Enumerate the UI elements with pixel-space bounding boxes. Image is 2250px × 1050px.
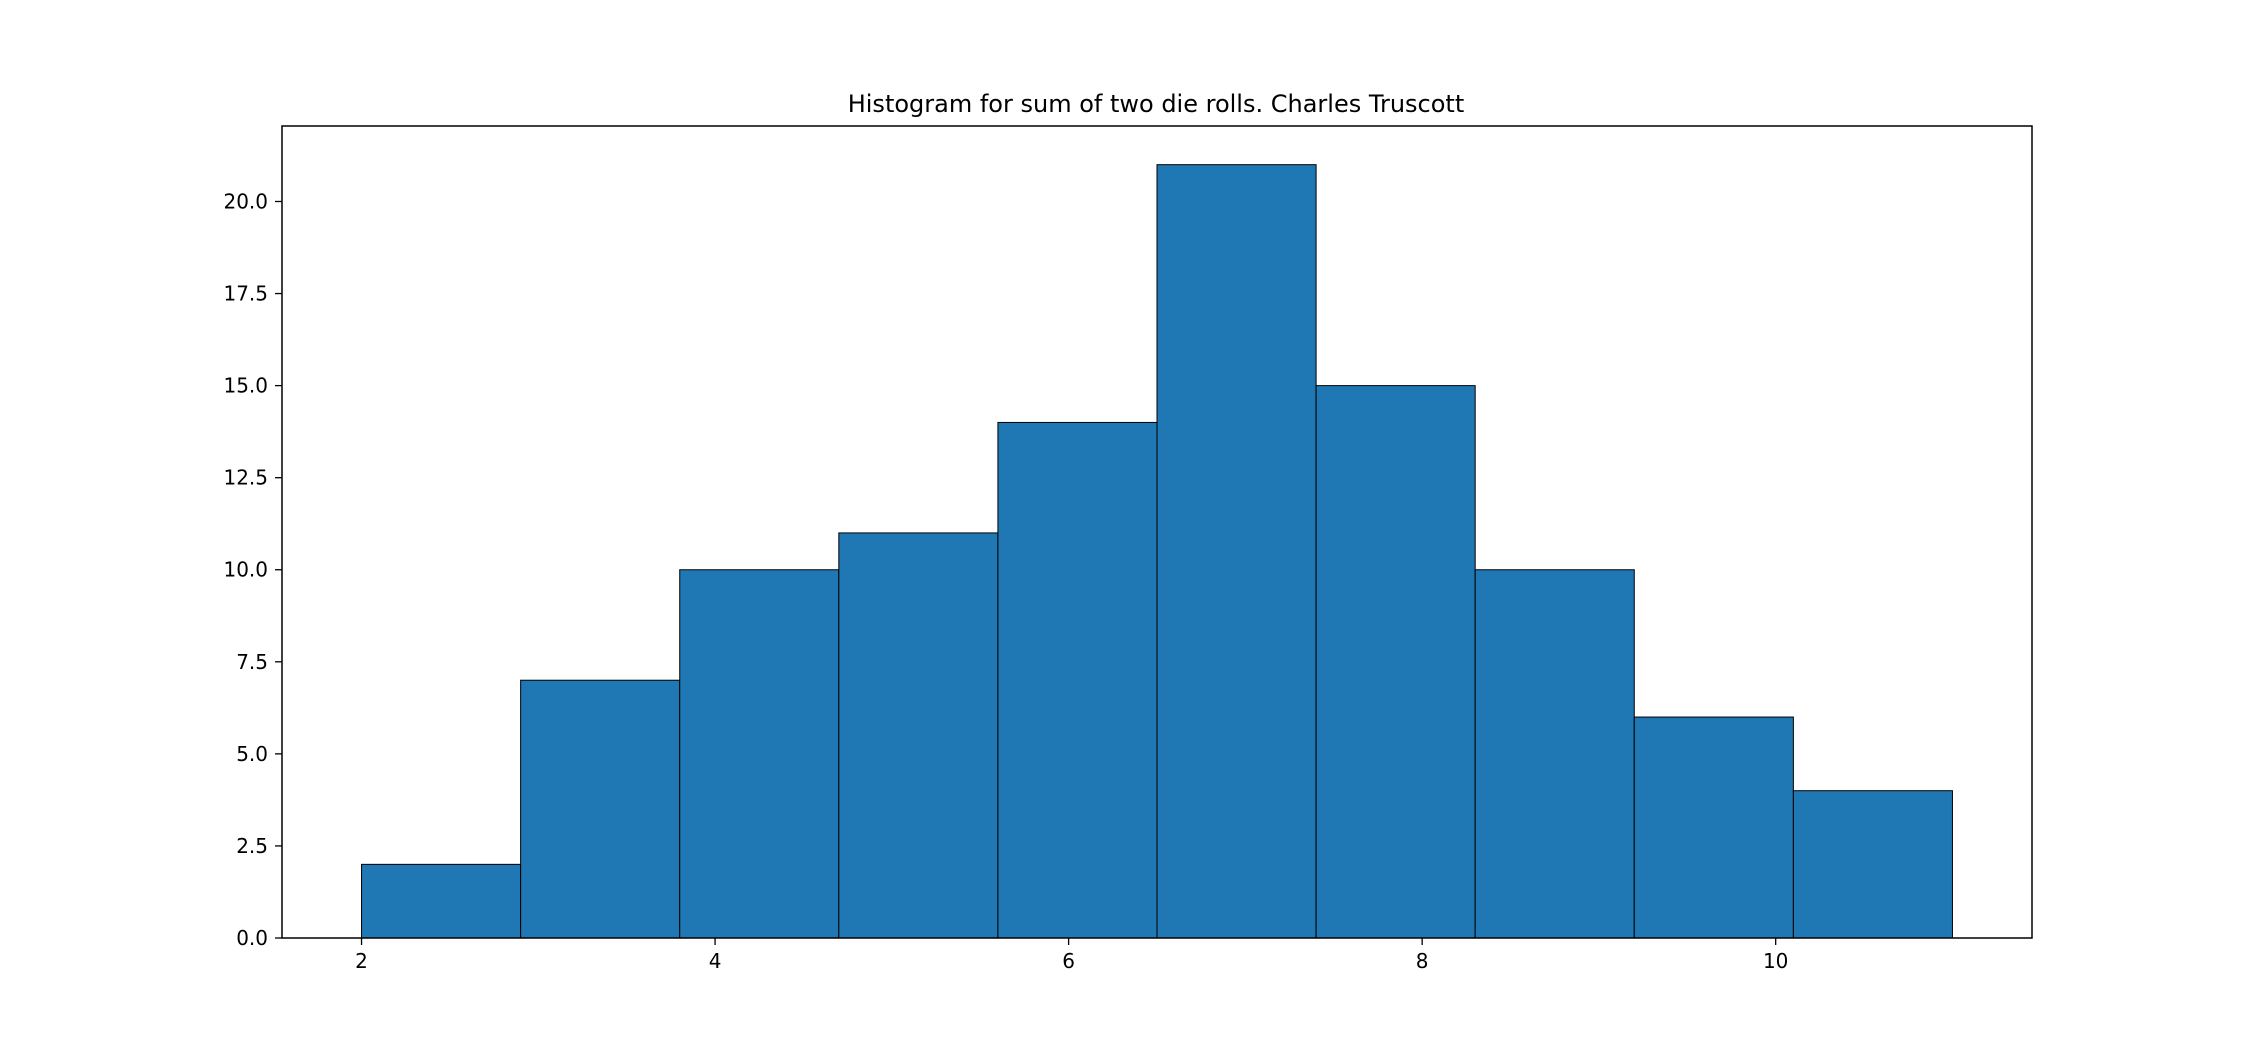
y-tick-label: 2.5 — [236, 834, 268, 858]
x-axis: 2 4 6 8 10 — [355, 938, 1788, 973]
chart-title: Histogram for sum of two die rolls. Char… — [848, 90, 1465, 118]
y-axis: 0.0 2.5 5.0 7.5 10.0 12.5 15.0 17.5 20.0 — [223, 189, 282, 950]
x-tick-label: 2 — [355, 949, 368, 973]
y-tick-label: 0.0 — [236, 926, 268, 950]
x-tick-label: 6 — [1062, 949, 1075, 973]
histogram-bar — [520, 679, 681, 939]
histogram-bar — [1792, 790, 1953, 939]
histogram-bar — [1633, 716, 1794, 939]
y-tick-label: 7.5 — [236, 650, 268, 674]
histogram-bar — [1474, 569, 1635, 939]
histogram-bar — [1156, 164, 1317, 939]
y-tick-label: 12.5 — [223, 466, 268, 490]
x-tick-label: 4 — [709, 949, 722, 973]
y-tick-label: 15.0 — [223, 374, 268, 398]
histogram-bars — [361, 164, 1953, 939]
y-tick-label: 5.0 — [236, 742, 268, 766]
y-tick-label: 17.5 — [223, 282, 268, 306]
y-tick-label: 20.0 — [223, 189, 268, 213]
histogram-bar — [361, 863, 522, 939]
histogram-bar — [838, 532, 999, 939]
axes-frame — [281, 125, 2033, 939]
histogram-bar — [997, 421, 1158, 939]
y-tick-label: 10.0 — [223, 558, 268, 582]
histogram-bar — [1315, 385, 1476, 939]
x-tick-label: 8 — [1416, 949, 1429, 973]
x-tick-label: 10 — [1763, 949, 1788, 973]
histogram-bar — [679, 569, 840, 939]
